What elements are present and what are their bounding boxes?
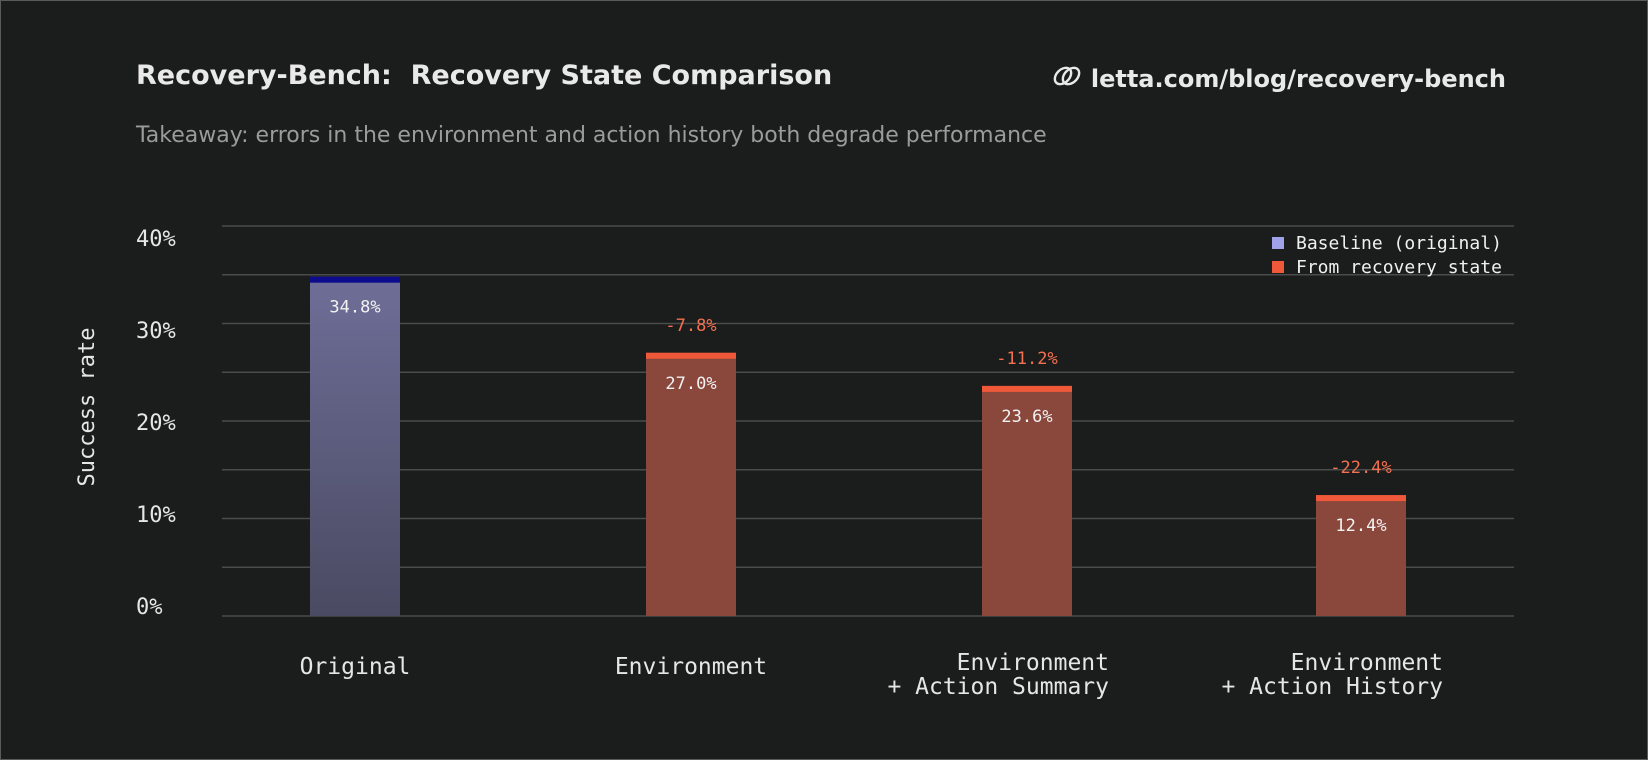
- legend-label: From recovery state: [1296, 257, 1502, 278]
- bar-value-label: 34.8%: [329, 298, 380, 318]
- y-tick-label: 10%: [136, 503, 176, 528]
- bar-value-label: 23.6%: [1001, 407, 1052, 427]
- x-tick-label: + Action Summary: [887, 674, 1109, 700]
- y-tick-label: 40%: [136, 227, 176, 252]
- bar: [646, 352, 736, 616]
- chart-title: Recovery-Bench: Recovery State Compariso…: [136, 60, 833, 91]
- bar-value-label: 27.0%: [665, 374, 716, 394]
- bar-cap: [1316, 495, 1406, 502]
- y-axis-label: Success rate: [75, 328, 100, 487]
- legend-swatch: [1272, 261, 1284, 273]
- source-link[interactable]: letta.com/blog/recovery-bench: [1053, 62, 1506, 96]
- legend-label: Baseline (original): [1296, 233, 1502, 254]
- source-link-text: letta.com/blog/recovery-bench: [1090, 65, 1506, 93]
- bar-delta-label: -11.2%: [996, 349, 1057, 369]
- link-icon: [1053, 62, 1081, 96]
- bar: [982, 385, 1072, 616]
- bar: [1316, 495, 1406, 616]
- bar-cap: [646, 352, 736, 359]
- x-tick-label: Environment: [957, 650, 1109, 676]
- x-tick-label: Environment: [615, 654, 767, 680]
- bar: [310, 276, 400, 616]
- legend-swatch: [1272, 237, 1284, 249]
- x-tick-label: Environment: [1291, 650, 1443, 676]
- y-tick-label: 0%: [136, 595, 163, 620]
- x-tick-label: + Action History: [1221, 674, 1443, 700]
- bar-value-label: 12.4%: [1335, 516, 1386, 536]
- y-tick-label: 30%: [136, 319, 176, 344]
- chart-subtitle: Takeaway: errors in the environment and …: [136, 123, 1047, 148]
- bar-cap: [310, 276, 400, 283]
- bar-delta-label: -7.8%: [665, 316, 716, 336]
- y-tick-label: 20%: [136, 411, 176, 436]
- bar-delta-label: -22.4%: [1330, 458, 1391, 478]
- x-tick-label: Original: [300, 654, 411, 680]
- bar-cap: [982, 385, 1072, 392]
